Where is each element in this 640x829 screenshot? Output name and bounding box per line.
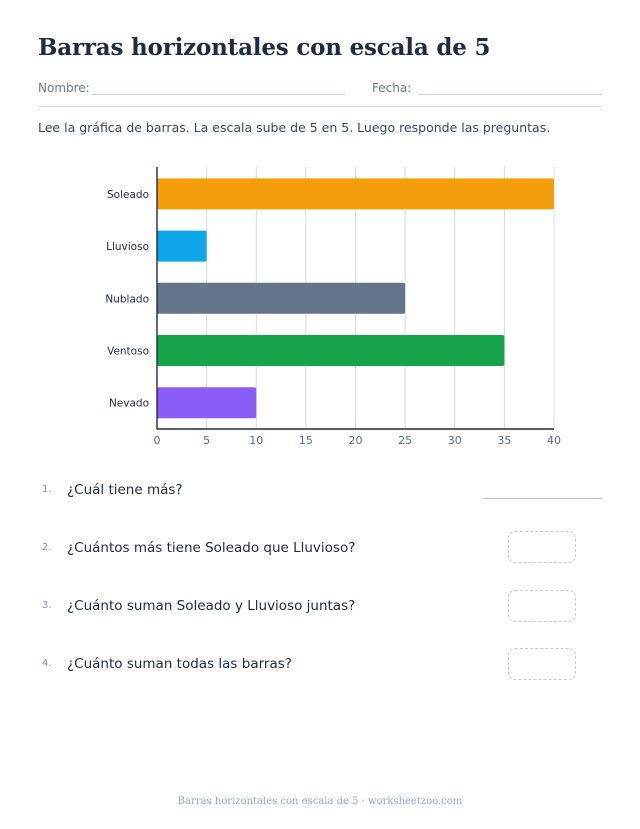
x-tick-label-35: 35 [497, 434, 511, 447]
bar-lluvioso [157, 230, 207, 262]
category-label-soleado: Soleado [107, 189, 149, 201]
x-tick-label-40: 40 [547, 434, 561, 447]
question-4-number: 4. [42, 658, 52, 669]
question-1-text: ¿Cuál tiene más? [67, 482, 183, 498]
bar-soleado [157, 178, 554, 210]
question-3-text: ¿Cuánto suman Soleado y Lluvioso juntas? [67, 598, 356, 614]
x-tick-label-5: 5 [203, 434, 210, 447]
answer-3-box[interactable] [508, 590, 576, 622]
bar-ventoso [157, 335, 505, 366]
question-4-text: ¿Cuánto suman todas las barras? [67, 656, 292, 672]
category-label-nublado: Nublado [105, 293, 149, 305]
header-divider [38, 106, 602, 107]
date-field[interactable] [418, 94, 602, 95]
x-tick-label-25: 25 [398, 434, 412, 447]
question-2-text: ¿Cuántos más tiene Soleado que Lluvioso? [67, 540, 356, 556]
category-label-lluvioso: Lluvioso [106, 241, 149, 253]
category-label-nevado: Nevado [109, 398, 149, 410]
bar-nublado [157, 282, 406, 314]
bar-nevado [157, 387, 257, 419]
question-2-number: 2. [42, 542, 52, 553]
name-label: Nombre: [38, 81, 90, 95]
category-label-ventoso: Ventoso [107, 346, 149, 358]
answer-4-box[interactable] [508, 648, 576, 680]
instructions: Lee la gráfica de barras. La escala sube… [38, 120, 551, 135]
x-tick-label-15: 15 [299, 434, 313, 447]
answer-1-line[interactable] [483, 498, 602, 499]
x-tick-label-30: 30 [448, 434, 462, 447]
x-tick-label-0: 0 [154, 434, 161, 447]
question-1-number: 1. [42, 484, 52, 495]
page-title: Barras horizontales con escala de 5 [38, 34, 491, 61]
name-field[interactable] [92, 94, 345, 95]
answer-2-box[interactable] [508, 531, 576, 563]
footer: Barras horizontales con escala de 5 · wo… [177, 796, 463, 807]
x-tick-label-20: 20 [349, 434, 363, 447]
question-3-number: 3. [42, 600, 52, 611]
x-tick-label-10: 10 [249, 434, 263, 447]
bar-chart: Soleado Lluvioso Nublado Ventoso Nevado 0 5 10 1… [105, 167, 561, 447]
date-label: Fecha: [372, 81, 412, 95]
